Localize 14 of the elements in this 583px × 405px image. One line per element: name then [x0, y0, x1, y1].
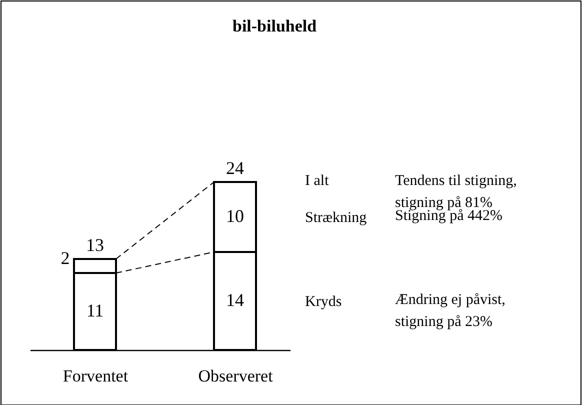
data-label: 14: [226, 290, 244, 310]
text: Strækning: [305, 210, 368, 226]
total-label: 24: [226, 158, 244, 178]
text: I alt: [305, 173, 330, 189]
data-label: 2: [60, 248, 70, 268]
text: Tendens til stigning, stigning på 81%: [395, 173, 517, 211]
data-label: 11: [86, 300, 104, 320]
data-label: 10: [226, 206, 244, 226]
total-label: 13: [86, 235, 104, 255]
x-tick-label: Forventet: [62, 366, 128, 386]
text: Kryds: [305, 294, 342, 310]
chart-title: bil-biluheld: [232, 16, 318, 36]
x-tick-label: Observeret: [198, 366, 274, 386]
text: Ændring ej påvist, stigning på 23%: [395, 292, 506, 330]
